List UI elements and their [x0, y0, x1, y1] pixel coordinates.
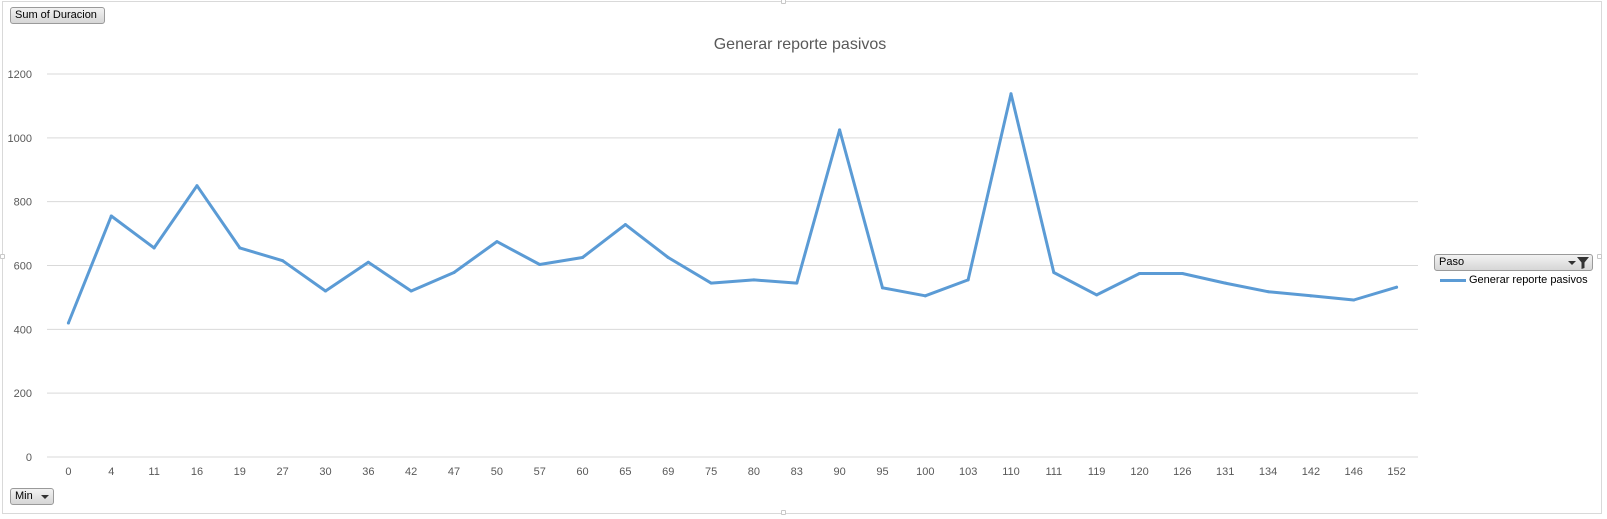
data-point — [966, 278, 970, 282]
data-point — [1395, 285, 1399, 289]
value-field-button[interactable]: Sum of Duracion — [10, 7, 105, 24]
x-tick-label: 11 — [148, 466, 159, 478]
filter-funnel-icon — [1577, 257, 1589, 269]
data-point — [1352, 298, 1356, 302]
axis-field-button[interactable]: Min — [10, 488, 54, 505]
x-tick-label: 19 — [234, 466, 246, 478]
dropdown-arrow-icon — [1568, 261, 1576, 265]
x-tick-label: 27 — [277, 466, 289, 478]
data-point — [109, 214, 113, 218]
data-point — [838, 128, 842, 132]
y-tick-label: 200 — [14, 388, 32, 400]
x-tick-label: 57 — [534, 466, 546, 478]
x-tick-label: 103 — [959, 466, 977, 478]
data-point — [366, 260, 370, 264]
y-tick-label: 1000 — [8, 133, 32, 145]
data-point — [1095, 293, 1099, 297]
data-point — [923, 294, 927, 298]
y-tick-label: 600 — [14, 261, 32, 273]
data-point — [880, 286, 884, 290]
x-tick-label: 90 — [833, 466, 845, 478]
data-point — [538, 263, 542, 267]
x-tick-label: 134 — [1259, 466, 1277, 478]
x-tick-label: 146 — [1345, 466, 1363, 478]
data-point — [709, 281, 713, 285]
x-tick-label: 4 — [108, 466, 114, 478]
x-tick-label: 111 — [1045, 466, 1062, 478]
data-point — [1266, 290, 1270, 294]
data-point — [1223, 281, 1227, 285]
x-tick-label: 80 — [748, 466, 760, 478]
y-tick-label: 0 — [26, 452, 32, 464]
data-point — [795, 281, 799, 285]
x-tick-label: 65 — [619, 466, 631, 478]
data-point — [281, 259, 285, 263]
data-point — [1309, 294, 1313, 298]
data-point — [1009, 92, 1013, 96]
y-tick-label: 800 — [14, 197, 32, 209]
legend-field-label: Paso — [1439, 256, 1465, 268]
x-tick-label: 83 — [791, 466, 803, 478]
x-tick-label: 69 — [662, 466, 674, 478]
resize-handle-right[interactable] — [1597, 254, 1602, 259]
x-tick-label: 75 — [705, 466, 717, 478]
data-point — [238, 246, 242, 250]
data-point — [1138, 271, 1142, 275]
x-tick-label: 142 — [1302, 466, 1320, 478]
legend-swatch — [1440, 278, 1466, 282]
legend-entry: Generar reporte pasivos — [1440, 274, 1588, 286]
x-tick-label: 126 — [1173, 466, 1191, 478]
data-point — [495, 240, 499, 244]
data-point — [452, 271, 456, 275]
dropdown-arrow-icon — [41, 495, 49, 499]
legend-field-button[interactable]: Paso — [1434, 254, 1593, 271]
data-point — [752, 278, 756, 282]
x-tick-label: 30 — [319, 466, 331, 478]
data-point — [409, 289, 413, 293]
data-point — [666, 256, 670, 260]
x-tick-label: 110 — [1002, 466, 1020, 478]
legend-series-name: Generar reporte pasivos — [1469, 274, 1588, 286]
data-point — [1052, 271, 1056, 275]
x-tick-label: 95 — [876, 466, 888, 478]
y-tick-label: 400 — [14, 324, 32, 336]
resize-handle-bottom[interactable] — [781, 510, 786, 515]
x-tick-label: 152 — [1387, 466, 1405, 478]
data-point — [323, 289, 327, 293]
value-field-label: Sum of Duracion — [15, 9, 97, 21]
x-tick-label: 60 — [576, 466, 588, 478]
data-point — [152, 246, 156, 250]
data-point — [623, 223, 627, 227]
x-tick-label: 36 — [362, 466, 374, 478]
data-point — [66, 321, 70, 325]
x-tick-label: 120 — [1130, 466, 1148, 478]
x-tick-label: 50 — [491, 466, 503, 478]
y-tick-label: 1200 — [8, 69, 32, 81]
series-line — [66, 92, 1399, 325]
x-tick-label: 131 — [1216, 466, 1234, 478]
resize-handle-left[interactable] — [0, 254, 5, 259]
resize-handle-top[interactable] — [781, 0, 786, 4]
x-tick-label: 0 — [65, 466, 71, 478]
x-tick-label: 100 — [916, 466, 934, 478]
axis-field-label: Min — [15, 490, 33, 502]
data-point — [195, 184, 199, 188]
data-point — [1180, 271, 1184, 275]
data-point — [581, 256, 585, 260]
x-tick-label: 47 — [448, 466, 460, 478]
x-tick-label: 119 — [1088, 466, 1106, 478]
chart-title: Generar reporte pasivos — [713, 36, 887, 53]
x-tick-label: 16 — [191, 466, 203, 478]
x-tick-label: 42 — [405, 466, 417, 478]
